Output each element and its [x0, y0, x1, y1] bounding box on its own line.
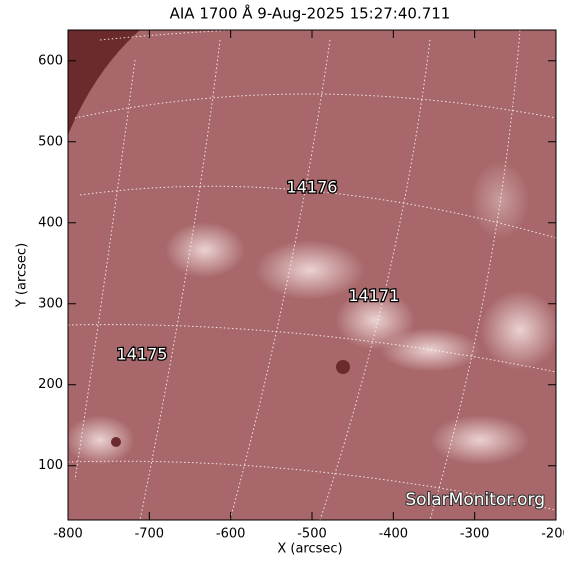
y-tick-label: 200: [38, 377, 63, 392]
space-corner: [68, 30, 140, 135]
sunspot: [111, 437, 121, 447]
x-axis-label: X (arcsec): [277, 542, 342, 557]
region-label: 14175: [117, 344, 168, 363]
solar-image: [68, 30, 556, 520]
x-tick-label: -600: [216, 527, 246, 542]
y-tick-label: 400: [38, 215, 63, 230]
bright-plage: [68, 160, 556, 465]
x-tick-label: -200: [541, 527, 564, 542]
region-label: 14171: [348, 286, 399, 305]
region-label: 14176: [287, 177, 338, 196]
heliographic-grid: [68, 30, 556, 520]
y-tick-label: 600: [38, 53, 63, 68]
x-tick-label: -400: [379, 527, 409, 542]
x-tick-label: -500: [297, 527, 327, 542]
sunspot: [336, 360, 350, 374]
y-tick-label: 100: [38, 458, 63, 473]
x-tick-label: -700: [135, 527, 165, 542]
x-tick-label: -300: [460, 527, 490, 542]
y-axis-label: Y (arcsec): [15, 243, 30, 308]
chart-title: AIA 1700 Å 9-Aug-2025 15:27:40.711: [170, 4, 451, 23]
watermark: SolarMonitor.org: [405, 490, 545, 510]
y-tick-label: 500: [38, 134, 63, 149]
y-tick-label: 300: [38, 296, 63, 311]
x-tick-label: -800: [53, 527, 83, 542]
